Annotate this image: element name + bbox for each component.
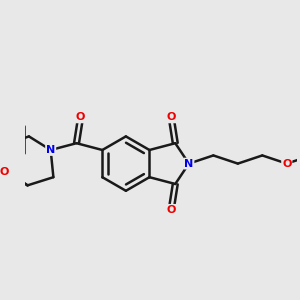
Text: O: O — [0, 167, 9, 177]
Text: O: O — [167, 205, 176, 215]
Text: O: O — [167, 112, 176, 122]
Text: O: O — [76, 112, 85, 122]
Text: N: N — [46, 145, 55, 155]
Text: O: O — [282, 159, 292, 169]
Text: N: N — [184, 159, 194, 169]
